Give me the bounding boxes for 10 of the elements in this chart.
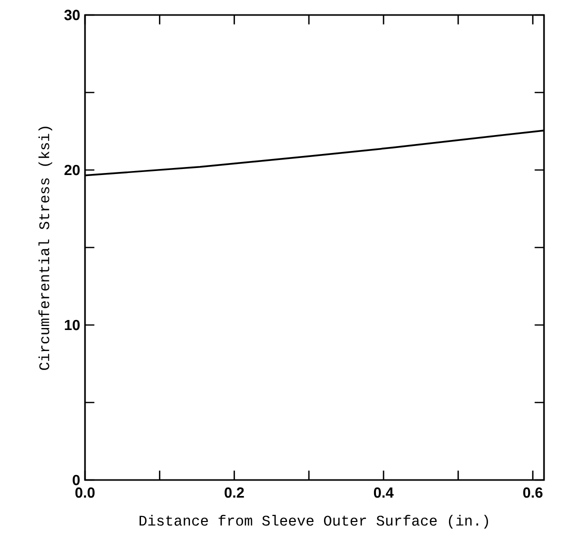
x-tick-label: 0.2 (224, 487, 244, 498)
x-tick-label: 0.4 (374, 487, 394, 498)
y-tick-label: 20 (64, 164, 80, 176)
x-tick-label: 0.0 (75, 487, 95, 498)
y-tick-label: 10 (64, 320, 80, 330)
y-axis-title: Circumferential Stress (ksi) (38, 126, 52, 370)
y-tick-label: 0 (72, 474, 80, 486)
x-tick-label: 0.6 (523, 487, 542, 498)
x-axis-title: Distance from Sleeve Outer Surface (in.) (140, 514, 488, 529)
y-tick-label: 30 (64, 10, 80, 20)
